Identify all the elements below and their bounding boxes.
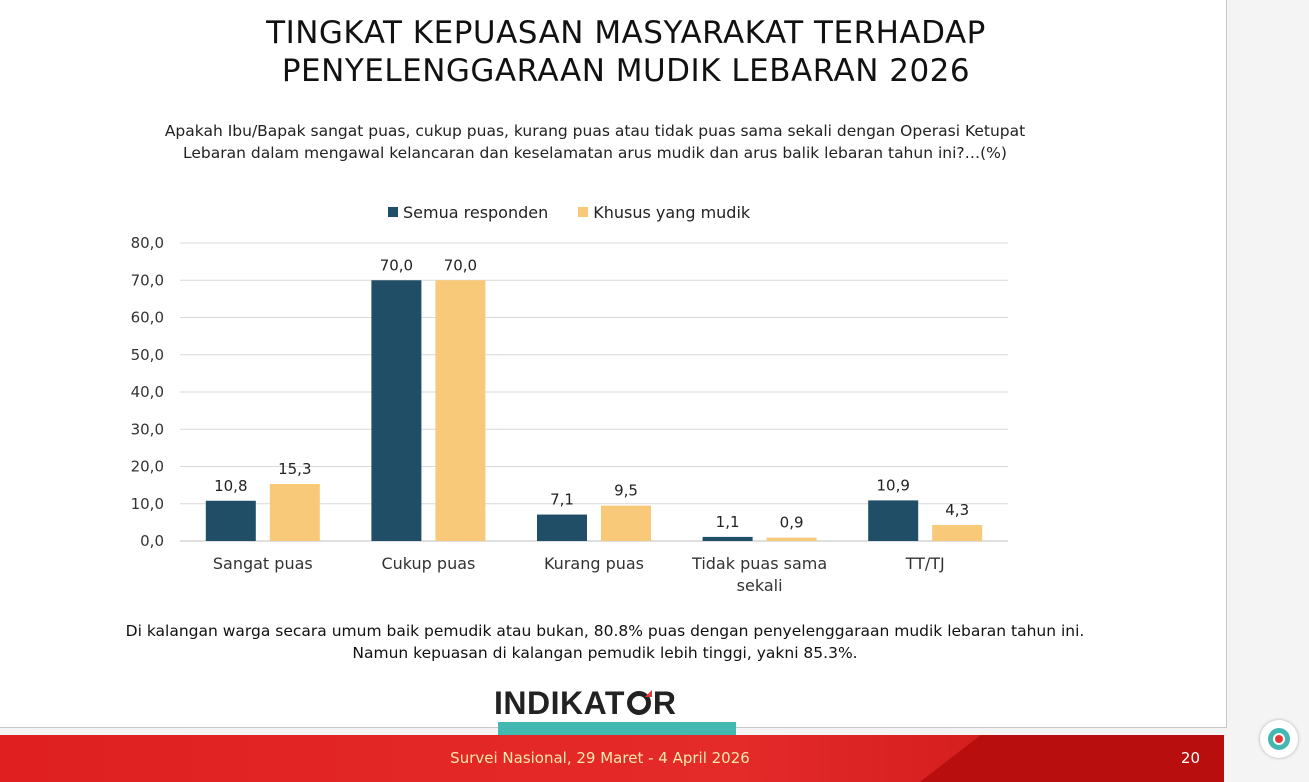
data-label: 10,8 [214, 477, 247, 495]
bar-series-2 [269, 484, 320, 541]
page-title: TINGKAT KEPUASAN MASYARAKAT TERHADAP PEN… [0, 14, 1252, 90]
y-tick-label: 80,0 [131, 234, 164, 252]
data-label: 70,0 [380, 256, 413, 274]
y-tick-label: 70,0 [131, 271, 164, 289]
y-tick-label: 30,0 [131, 420, 164, 438]
footer-survey-text: Survei Nasional, 29 Maret - 4 April 2026 [450, 749, 750, 767]
y-tick-label: 40,0 [131, 383, 164, 401]
chart-legend: Semua responden Khusus yang mudik [388, 201, 780, 223]
bar-series-1 [868, 500, 919, 541]
x-tick-label: Tidak puas sama [691, 554, 827, 573]
legend-swatch-series-2 [578, 207, 589, 217]
legend-label-series-2: Khusus yang mudik [593, 202, 751, 222]
footnote: Di kalangan warga secara umum baik pemud… [40, 620, 1170, 664]
footnote-line-1: Di kalangan warga secara umum baik pemud… [125, 622, 1085, 640]
y-tick-label: 20,0 [131, 458, 164, 476]
question-line-2: Lebaran dalam mengawal kelancaran dan ke… [183, 144, 1007, 162]
legend-label-series-1: Semua responden [403, 202, 549, 222]
bar-chart: 0,0 10,0 20,0 30,0 40,0 50,0 60,0 70,0 80,0 10,8 1… [131, 234, 1008, 595]
bar-series-2 [766, 537, 817, 541]
x-tick-label: Sangat puas [213, 554, 313, 573]
bar-series-2 [435, 280, 486, 541]
legend-item-series-1: Semua responden [388, 203, 548, 222]
footnote-line-2: Namun kepuasan di kalangan pemudik lebih… [352, 644, 858, 662]
x-tick-label: Cukup puas [381, 554, 475, 573]
data-label: 15,3 [278, 460, 311, 478]
page-number: 20 [1180, 749, 1200, 767]
bar-series-1 [537, 514, 587, 541]
data-label: 0,9 [780, 514, 804, 532]
bar-series-1 [371, 280, 422, 541]
bar-series-1 [702, 536, 753, 541]
data-label: 4,3 [945, 501, 969, 519]
logo-text-right: R [652, 684, 677, 721]
y-tick-label: 50,0 [131, 346, 164, 364]
y-tick-label: 0,0 [140, 532, 164, 550]
survey-question: Apakah Ibu/Bapak sangat puas, cukup puas… [60, 120, 1130, 164]
logo-dot [1275, 735, 1283, 743]
data-label: 1,1 [716, 513, 740, 531]
y-tick-label: 60,0 [131, 309, 164, 327]
title-line-2: PENYELENGGARAAN MUDIK LEBARAN 2026 [281, 53, 971, 89]
x-tick-label: sekali [737, 576, 783, 595]
legend-item-series-2: Khusus yang mudik [578, 203, 750, 222]
logo-text-left: INDIKAT [494, 684, 625, 721]
legend-swatch-series-1 [388, 207, 398, 217]
data-label: 70,0 [444, 256, 477, 274]
bar-series-2 [601, 505, 651, 541]
title-line-1: TINGKAT KEPUASAN MASYARAKAT TERHADAP [266, 15, 986, 51]
data-label: 7,1 [550, 491, 574, 509]
y-tick-label: 10,0 [131, 495, 164, 513]
bar-series-2 [932, 524, 983, 541]
data-label: 9,5 [614, 482, 638, 500]
slide [0, 0, 1227, 728]
logo-o-icon [626, 690, 652, 715]
bar-series-1 [205, 500, 256, 541]
indikator-logo: INDIKAT R [494, 683, 677, 723]
logo-ring [1268, 728, 1290, 750]
x-tick-label: Kurang puas [544, 554, 644, 573]
data-label: 10,9 [876, 476, 909, 494]
question-line-1: Apakah Ibu/Bapak sangat puas, cukup puas… [164, 122, 1026, 140]
x-tick-label: TT/TJ [905, 554, 945, 573]
indikator-logo-icon[interactable] [1260, 720, 1298, 758]
